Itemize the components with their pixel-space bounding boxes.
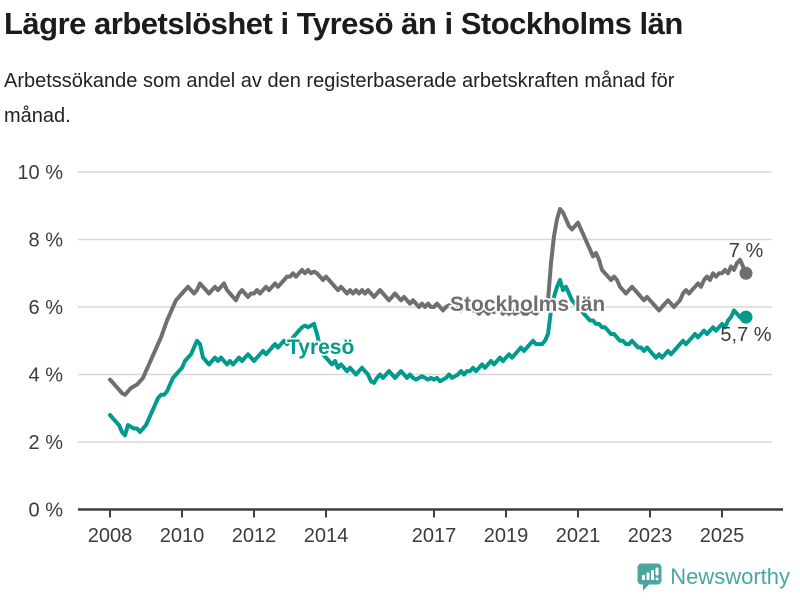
y-axis-label: 4 %	[29, 365, 64, 387]
x-axis-label: 2019	[484, 525, 529, 547]
newsworthy-logo-icon	[637, 563, 662, 591]
x-axis-label: 2021	[556, 525, 601, 547]
y-axis-label: 8 %	[29, 230, 64, 252]
x-axis-label: 2012	[232, 525, 277, 547]
x-axis-label: 2025	[700, 525, 745, 547]
x-axis-label: 2008	[88, 525, 133, 547]
series-label: Tyresö	[287, 336, 354, 359]
x-axis-label: 2010	[160, 525, 205, 547]
series-end-dot	[739, 266, 753, 280]
chart-header: Lägre arbetslöshet i Tyresö än i Stockho…	[4, 0, 796, 134]
y-axis-label: 10 %	[17, 162, 63, 184]
brand-name: Newsworthy	[670, 563, 790, 589]
series-label: Stockholms län	[450, 293, 605, 316]
chart-title: Lägre arbetslöshet i Tyresö än i Stockho…	[4, 6, 683, 41]
y-axis-label: 6 %	[29, 297, 64, 319]
end-value-annotation: 7 %	[729, 240, 764, 262]
x-axis-label: 2017	[412, 525, 457, 547]
series-end-dot	[739, 310, 753, 324]
end-value-annotation: 5,7 %	[720, 324, 771, 346]
series-line-tyres-	[108, 278, 748, 438]
y-axis-label: 0 %	[29, 500, 64, 522]
chart-subtitle: Arbetssökande som andel av den registerb…	[4, 69, 675, 127]
x-axis-label: 2014	[304, 525, 349, 547]
x-axis-label: 2023	[628, 525, 673, 547]
series-line-stockholms-l-n	[108, 207, 748, 397]
y-axis-label: 2 %	[29, 432, 64, 454]
brand-footer: Newsworthy	[636, 562, 790, 591]
